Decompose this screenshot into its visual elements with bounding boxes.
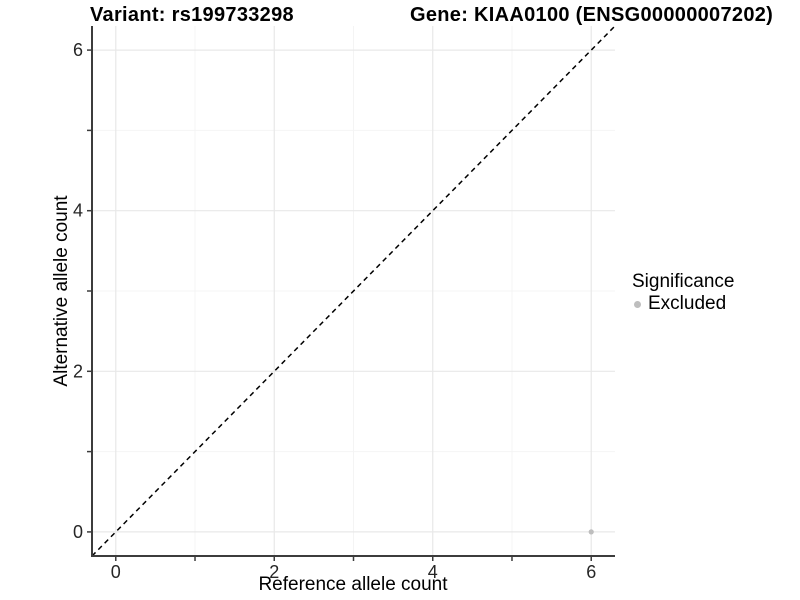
identity-line bbox=[91, 25, 616, 557]
x-tick-label: 2 bbox=[269, 562, 279, 582]
legend-item-excluded: Excluded bbox=[632, 293, 734, 315]
plot-title-gene: Gene: KIAA0100 (ENSG00000007202) bbox=[410, 4, 774, 26]
legend: Significance Excluded bbox=[632, 271, 734, 315]
x-tick-label: 0 bbox=[111, 562, 121, 582]
plot-title-variant: Variant: rs199733298 bbox=[90, 4, 294, 26]
x-tick-label: 4 bbox=[428, 562, 438, 582]
x-axis-title: Reference allele count bbox=[258, 574, 448, 595]
y-tick-label: 4 bbox=[73, 201, 83, 221]
legend-item-label: Excluded bbox=[648, 293, 727, 314]
data-point bbox=[588, 529, 594, 535]
y-tick-label: 0 bbox=[73, 522, 83, 542]
y-axis-title: Alternative allele count bbox=[51, 195, 72, 387]
y-tick-label: 2 bbox=[73, 361, 83, 381]
legend-point-icon bbox=[634, 300, 641, 308]
legend-title: Significance bbox=[632, 271, 735, 292]
x-tick-label: 6 bbox=[586, 562, 596, 582]
y-tick-label: 6 bbox=[73, 40, 83, 60]
